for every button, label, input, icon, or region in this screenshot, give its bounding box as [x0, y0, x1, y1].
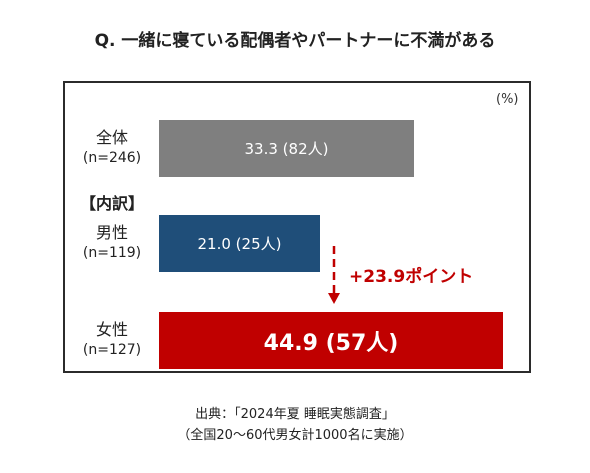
down-arrow-icon — [328, 246, 340, 304]
bar-total: 33.3 (82人) — [159, 120, 414, 177]
row-label-total-name: 全体 — [95, 128, 128, 147]
row-label-male: 男性 (n=119) — [66, 222, 158, 264]
row-label-male-name: 男性 — [95, 223, 128, 242]
bar-male-label: 21.0 (25人) — [197, 235, 282, 253]
bar-female: 44.9 (57人) — [159, 312, 503, 369]
difference-annotation: +23.9ポイント — [349, 267, 474, 287]
question-title: Q. 一緒に寝ている配偶者やパートナーに不満がある — [94, 31, 496, 51]
row-label-female-name: 女性 — [95, 320, 128, 339]
row-label-total: 全体 (n=246) — [66, 127, 158, 169]
source-line-1: 出典：「2024年夏 睡眠実態調査」 — [195, 407, 395, 422]
unit-label: (%) — [496, 92, 519, 107]
row-label-female-n: (n=127) — [82, 342, 142, 358]
bar-male: 21.0 (25人) — [159, 215, 320, 272]
source-line-2: （全国20～60代男女計1000名に実施） — [177, 428, 413, 443]
row-label-male-n: (n=119) — [82, 245, 142, 261]
bar-total-label: 33.3 (82人) — [244, 140, 329, 158]
breakdown-label: 【内訳】 — [80, 194, 145, 213]
row-label-female: 女性 (n=127) — [66, 319, 158, 361]
row-label-total-n: (n=246) — [82, 150, 142, 166]
bar-female-label: 44.9 (57人) — [263, 330, 399, 356]
